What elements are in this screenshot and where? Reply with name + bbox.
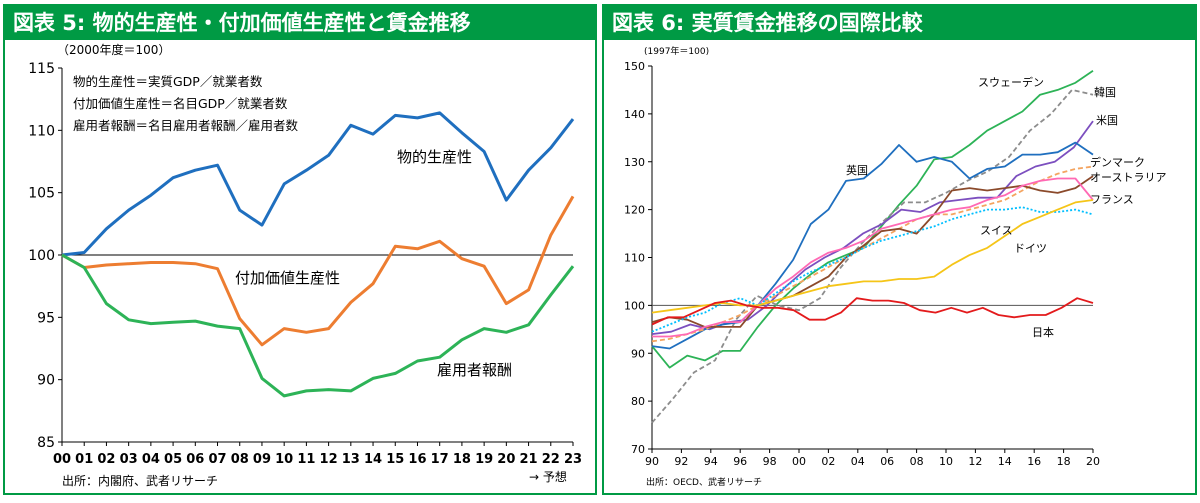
series-label: 韓国 — [1094, 86, 1116, 99]
x-tick-label: 17 — [431, 452, 449, 467]
series-label: 米国 — [1096, 114, 1118, 127]
series-line-e382aae383bce382b9e38388e383a9e383aae382a2 — [651, 175, 1094, 328]
x-tick-label: 04 — [851, 455, 865, 468]
chart-panel-productivity: 図表 5: 物的生産性・付加価値生産性と賃金推移 85 90 95 100 105 110… — [3, 4, 597, 495]
chart-title: 図表 6: 実質賃金推移の国際比較 — [604, 6, 1195, 40]
series-label: 英国 — [846, 163, 868, 177]
x-tick-label: 08 — [231, 452, 249, 467]
y-tick-label: 110 — [624, 252, 645, 265]
x-tick-label: 11 — [297, 452, 315, 467]
x-tick-label: 05 — [164, 452, 182, 467]
x-tick-label: 03 — [120, 452, 138, 467]
chart-title: 図表 5: 物的生産性・付加価値生産性と賃金推移 — [5, 6, 595, 40]
y-tick-label: 95 — [37, 310, 55, 326]
x-tick-label: 01 — [75, 452, 93, 467]
y-tick-label: 100 — [28, 248, 55, 264]
x-tick-label: 08 — [910, 455, 924, 468]
x-tick-label: 96 — [733, 455, 747, 468]
x-tick-label: 15 — [386, 452, 404, 467]
y-tick-label: 90 — [37, 373, 55, 389]
x-tick-label: 16 — [408, 452, 426, 467]
x-tick-label: 09 — [253, 452, 271, 467]
source-note: 出所：OECD、武者リサーチ — [646, 476, 762, 488]
y-tick-label: 115 — [28, 61, 55, 77]
x-tick-label: 00 — [53, 452, 71, 467]
x-tick-label: 04 — [142, 452, 160, 467]
x-tick-label: 10 — [939, 455, 953, 468]
x-tick-label: 06 — [880, 455, 894, 468]
x-tick-label: 00 — [792, 455, 806, 468]
y-tick-label: 130 — [624, 156, 645, 169]
series-line-e38395e383a9e383b3e382b9 — [652, 177, 1094, 338]
definition-text: 物的生産性＝実質GDP／就業者数 — [73, 74, 263, 89]
series-line-e697a5e69cac — [651, 297, 1094, 326]
x-tick-label: 07 — [208, 452, 226, 467]
y-tick-label: 80 — [631, 395, 645, 408]
x-tick-label: 18 — [453, 452, 471, 467]
series-line-e382b9e382a4e382b9 — [651, 206, 1094, 333]
series-label: オーストラリア — [1090, 171, 1166, 184]
y-tick-label: 70 — [631, 443, 645, 456]
y-tick-label: 150 — [624, 60, 645, 73]
x-tick-label: 06 — [186, 452, 204, 467]
x-tick-label: 23 — [564, 452, 582, 467]
x-tick-label: 98 — [763, 455, 777, 468]
y-tick-label: 90 — [631, 347, 645, 360]
series-line-e4bb98e58aa0e4bea1e580a4e7949fe794a3e680a7 — [61, 195, 575, 347]
x-tick-label: 02 — [821, 455, 835, 468]
series-label: デンマーク — [1090, 155, 1145, 169]
y-tick-label: 110 — [28, 123, 55, 139]
series-line-e38389e382a4e38384 — [651, 199, 1094, 314]
x-tick-label: 19 — [475, 452, 493, 467]
series-label: スウェーデン — [978, 75, 1044, 89]
x-tick-label: 20 — [1086, 455, 1100, 468]
x-tick-label: 21 — [520, 452, 538, 467]
series-line-e38387e383b3e3839ee383bce382af — [651, 165, 1094, 343]
series-line-e789a9e79a84e7949fe794a3e680a7 — [61, 111, 575, 257]
y-tick-label: 100 — [624, 299, 645, 312]
unit-note: (1997年＝100) — [644, 45, 709, 57]
definition-text: 雇用者報酬＝名目雇用者報酬／雇用者数 — [73, 118, 299, 133]
x-tick-label: 92 — [674, 455, 688, 468]
x-tick-label: 12 — [968, 455, 982, 468]
series-line-e382b9e382a6e382a7e383bce38387e383b3 — [651, 70, 1094, 369]
productivity-chart: 85 90 95 100 105 110 115 00 01 02 03 04 05 06 07 08 09 10… — [28, 42, 582, 488]
x-tick-label: 10 — [275, 452, 293, 467]
series-line-e99b87e794a8e88085e5a0b1e985ac — [61, 253, 575, 398]
source-note: 出所：内閣府、武者リサーチ — [62, 473, 218, 488]
x-tick-label: 13 — [342, 452, 360, 467]
x-tick-label: 94 — [704, 455, 718, 468]
series-line-e88bb1e59bbd — [651, 141, 1094, 350]
definition-text: 付加価値生産性＝名目GDP／就業者数 — [73, 96, 288, 111]
unit-note: （2000年度＝100） — [57, 42, 170, 57]
x-tick-label: 20 — [497, 452, 515, 467]
forecast-label: → 予想 — [529, 469, 567, 484]
y-tick-label: 120 — [624, 204, 645, 217]
x-tick-label: 18 — [1057, 455, 1071, 468]
series-line-e99f93e59bbd — [651, 89, 1094, 424]
series-label: 日本 — [1032, 325, 1054, 339]
y-tick-label: 140 — [624, 108, 645, 121]
series-label: 付加価値生産性 — [235, 269, 340, 287]
x-tick-label: 14 — [998, 455, 1012, 468]
x-tick-label: 22 — [542, 452, 560, 467]
x-tick-label: 90 — [645, 455, 659, 468]
series-label: スイス — [980, 224, 1013, 237]
y-tick-label: 105 — [28, 186, 55, 202]
x-tick-label: 16 — [1027, 455, 1041, 468]
x-tick-label: 12 — [320, 452, 338, 467]
x-tick-label: 14 — [364, 452, 382, 467]
real-wage-chart: 70 80 90 100 110 120 130 140 150 90 92 94 96 98 00 02 04… — [624, 45, 1166, 488]
x-tick-label: 02 — [97, 452, 115, 467]
series-label: フランス — [1090, 193, 1134, 206]
series-label: 雇用者報酬 — [437, 361, 512, 379]
y-tick-label: 85 — [37, 435, 55, 451]
series-label: ドイツ — [1014, 242, 1047, 255]
chart-panel-real-wages: 図表 6: 実質賃金推移の国際比較 70 80 90 100 110 120 130 140 1… — [602, 4, 1197, 495]
series-label: 物的生産性 — [397, 148, 472, 166]
